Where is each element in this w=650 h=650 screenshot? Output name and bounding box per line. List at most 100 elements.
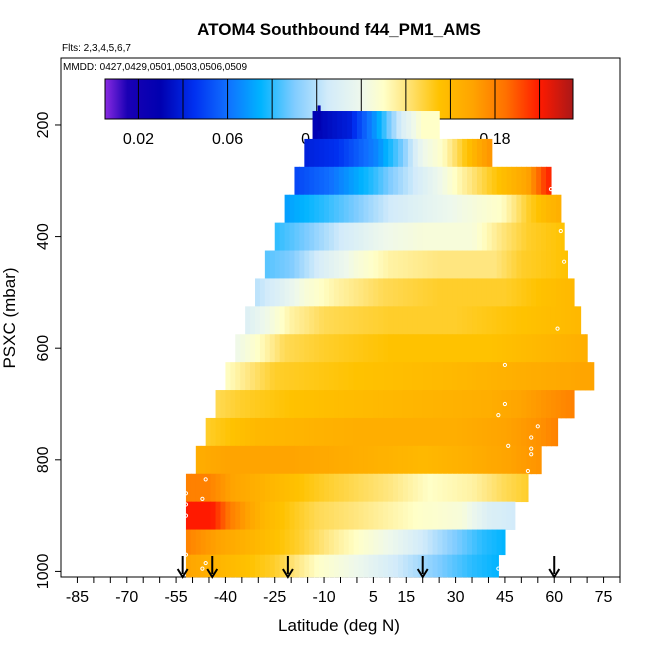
heatmap-cell [348,194,355,224]
heatmap-cell [388,362,394,391]
heatmap-cell [402,278,409,307]
data-marker [203,560,208,566]
heatmap-cell [452,306,458,335]
heatmap-cell [343,529,350,556]
heatmap-cell [383,334,389,363]
heatmap-cell [358,554,365,578]
heatmap-cell [476,138,483,168]
heatmap-cell [536,390,542,419]
heatmap-cell [422,473,429,503]
heatmap-cell [402,222,409,251]
heatmap-cell [402,501,409,530]
heatmap-cell [230,417,236,447]
heatmap-row [312,111,440,140]
heatmap-cell [422,138,429,168]
heatmap-cell [427,334,434,363]
heatmap-cell [467,306,473,335]
heatmap-cell [481,194,488,224]
heatmap-cell [289,362,296,391]
data-marker [548,187,554,192]
heatmap-cell [314,166,320,196]
heatmap-cell [412,473,419,503]
heatmap-cell [555,306,562,335]
heatmap-cell [511,334,518,363]
heatmap-cell [289,529,296,556]
heatmap-cell [274,529,281,556]
heatmap-cell [210,501,217,530]
heatmap-cell [225,554,231,578]
heatmap-cell [353,390,360,419]
heatmap-cell [526,222,532,251]
heatmap-cell [550,306,557,335]
heatmap-cell [550,278,557,307]
heatmap-cell [309,222,315,251]
heatmap-cell [319,529,325,556]
heatmap-cell [250,445,256,475]
heatmap-cell [511,417,518,447]
heatmap-cell [481,473,488,503]
heatmap-cell [328,529,335,556]
heatmap-row [284,194,562,224]
heatmap-cell [422,445,429,475]
heatmap-cell [269,417,276,447]
heatmap-cell [294,529,300,556]
heatmap-cell [294,222,300,251]
heatmap-cell [472,250,478,279]
heatmap-cell [427,501,434,530]
heatmap-cell [284,222,291,251]
heatmap-cell [427,138,434,168]
heatmap-cell [328,194,335,224]
heatmap-cell [279,306,286,335]
heatmap-cell [417,529,424,556]
heatmap-cell [541,166,547,196]
heatmap-cell [363,529,370,556]
heatmap-cell [560,390,567,419]
heatmap-cell [476,390,483,419]
heatmap-cell [432,501,439,530]
heatmap-cell [393,334,399,363]
heatmap-cell [259,362,266,391]
heatmap-cell [412,138,419,168]
heatmap-cell [250,473,256,503]
heatmap-cell [328,390,335,419]
heatmap-cell [511,194,518,224]
heatmap-cell [486,222,493,251]
heatmap-cell [338,501,345,530]
heatmap-cell [447,306,453,335]
heatmap-cell [560,222,565,251]
heatmap-cell [393,166,399,196]
heatmap-cell [220,473,227,503]
heatmap-cell [521,473,527,503]
heatmap-cell [220,554,227,578]
heatmap-cell [398,334,404,363]
heatmap-cell [373,362,379,391]
heatmap-cell [368,194,374,224]
heatmap-cell [304,138,310,168]
heatmap-cell [472,306,478,335]
heatmap-cell [328,306,335,335]
heatmap-cell [467,250,473,279]
heatmap-cell [368,390,374,419]
heatmap-cell [240,473,246,503]
heatmap-cell [496,417,503,447]
heatmap-cell [476,250,483,279]
heatmap-cell [467,138,473,168]
heatmap-cell [565,306,572,335]
heatmap-cell [378,194,384,224]
heatmap-cell [363,473,370,503]
heatmap-cell [373,222,379,251]
heatmap-cell [467,390,473,419]
heatmap-cell [536,334,542,363]
heatmap-cell [225,501,231,530]
heatmap-cell [447,166,453,196]
heatmap-cell [279,334,286,363]
heatmap-cell [299,554,305,578]
heatmap-cell [496,250,503,279]
heatmap-row [205,417,559,447]
heatmap-cell [560,250,567,279]
heatmap-cell [442,445,448,475]
heatmap-cell [353,445,360,475]
heatmap-cell [279,473,286,503]
heatmap-cell [319,306,325,335]
heatmap-cell [328,138,335,168]
